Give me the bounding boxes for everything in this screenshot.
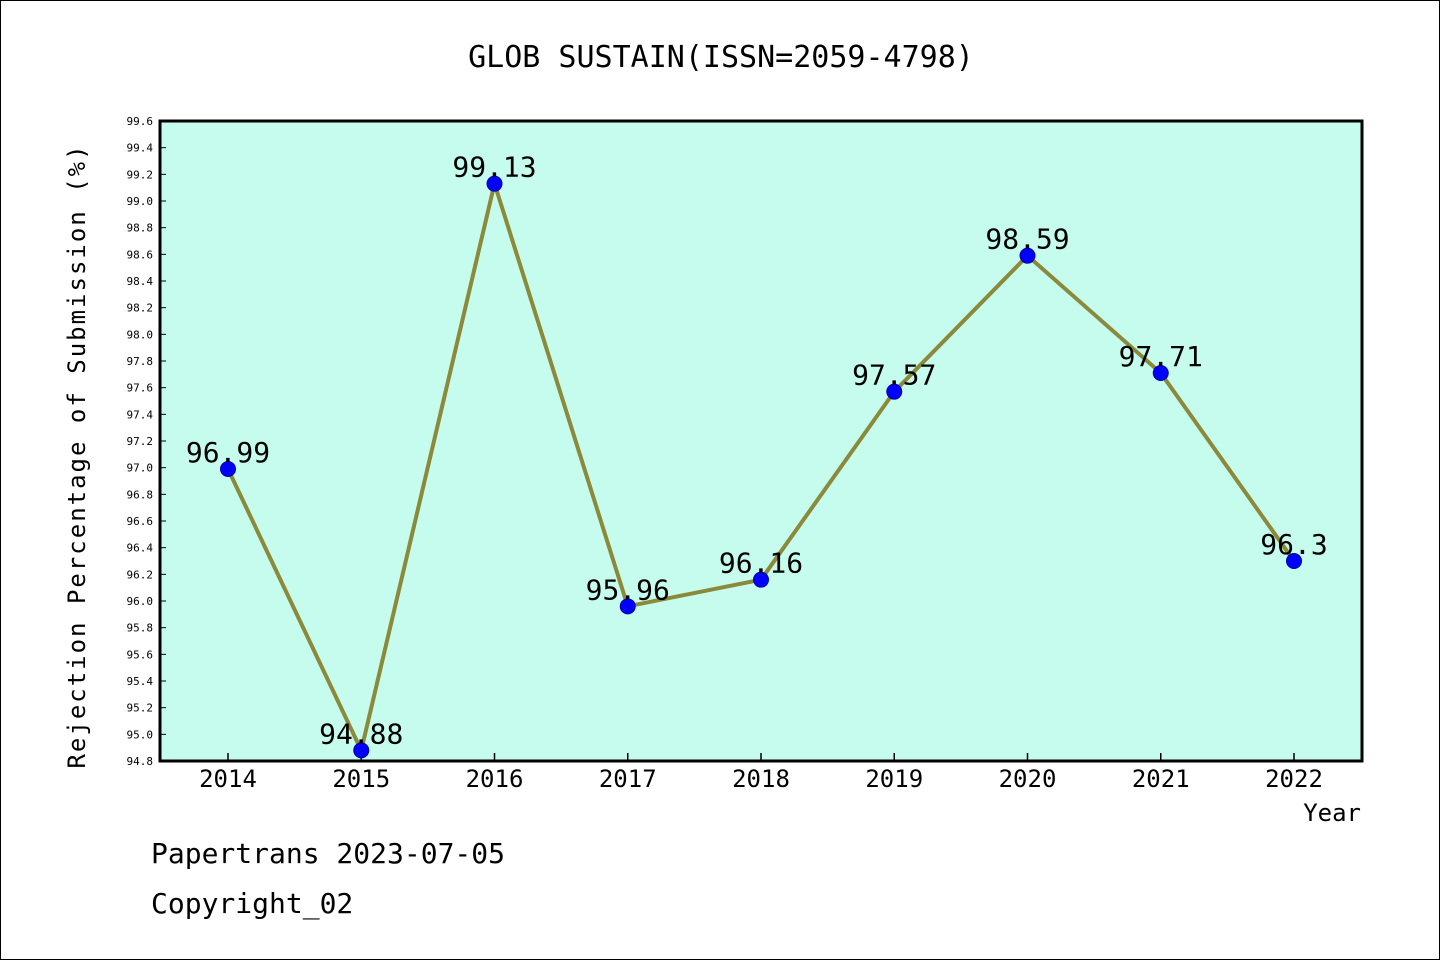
y-axis: 94.8 95.0 95.2 95.4 95.6 95.8 96.0 96.2 96.4 96.6… [127, 115, 166, 768]
y-tick-label: 96.4 [127, 542, 154, 555]
y-tick-label: 96.8 [127, 488, 154, 501]
y-tick-label: 99.2 [127, 168, 154, 181]
x-tick-label: 2017 [599, 765, 657, 793]
data-label: 99.13 [452, 151, 536, 184]
y-tick-label: 96.2 [127, 568, 154, 581]
y-tick-label: 98.2 [127, 302, 154, 315]
data-label: 94.88 [319, 717, 403, 750]
y-tick-label: 97.0 [127, 462, 154, 475]
y-tick-label: 95.4 [127, 675, 154, 688]
y-tick-label: 94.8 [127, 755, 154, 768]
y-tick-label: 95.2 [127, 702, 154, 715]
x-tick-label: 2015 [332, 765, 390, 793]
x-axis-label: Year [1303, 799, 1361, 827]
footer-copyright: Copyright_02 [151, 887, 354, 920]
data-label: 97.71 [1119, 340, 1203, 373]
x-tick-label: 2014 [199, 765, 257, 793]
y-tick-label: 96.0 [127, 595, 154, 608]
data-point [486, 175, 503, 192]
data-label: 96.16 [719, 547, 803, 580]
data-point [353, 742, 370, 759]
x-tick-label: 2016 [466, 765, 524, 793]
data-labels: 96.99 94.88 99.13 95.96 96.16 97.57 98.59 97.71… [186, 151, 1328, 751]
x-tick-label: 2021 [1132, 765, 1190, 793]
data-point [1152, 365, 1169, 381]
y-tick-label: 97.4 [127, 408, 154, 421]
data-label: 95.96 [586, 573, 670, 606]
y-tick-label: 95.8 [127, 622, 154, 635]
data-point [886, 383, 903, 400]
y-tick-label: 97.6 [127, 382, 154, 395]
y-tick-label: 97.8 [127, 355, 154, 368]
x-tick-label: 2022 [1265, 765, 1323, 793]
plot-area [158, 119, 1364, 763]
y-tick-label: 99.4 [127, 142, 154, 155]
data-label: 96.3 [1260, 528, 1327, 561]
x-tick-label: 2020 [999, 765, 1057, 793]
data-point [619, 598, 636, 615]
data-point [753, 571, 769, 588]
footer-date: Papertrans 2023-07-05 [151, 837, 506, 870]
y-tick-label: 95.6 [127, 648, 154, 661]
y-tick-label: 99.0 [127, 195, 154, 208]
data-point [1286, 553, 1302, 569]
x-axis: 2014 2015 2016 2017 2018 2019 2020 2021 2022 [199, 753, 1323, 793]
y-tick-label: 98.0 [127, 328, 154, 341]
y-tick-label: 97.2 [127, 435, 154, 448]
y-tick-label: 98.6 [127, 248, 154, 261]
y-tick-label: 98.4 [127, 275, 154, 288]
y-tick-label: 99.6 [127, 115, 154, 128]
data-label: 96.99 [186, 436, 270, 469]
data-label: 98.59 [985, 223, 1069, 256]
chart-title: GLOB SUSTAIN(ISSN=2059-4798) [468, 40, 974, 75]
data-point [220, 461, 236, 477]
y-tick-label: 96.6 [127, 515, 154, 528]
x-tick-label: 2018 [732, 765, 790, 793]
y-tick-label: 98.8 [127, 222, 154, 235]
series-line-group [220, 175, 1302, 759]
data-point [1019, 247, 1036, 264]
x-tick-label: 2019 [865, 765, 923, 793]
data-label: 97.57 [852, 359, 936, 392]
y-axis-label: Rejection Percentage of Submission (%) [63, 143, 91, 768]
y-tick-label: 95.0 [127, 728, 154, 741]
